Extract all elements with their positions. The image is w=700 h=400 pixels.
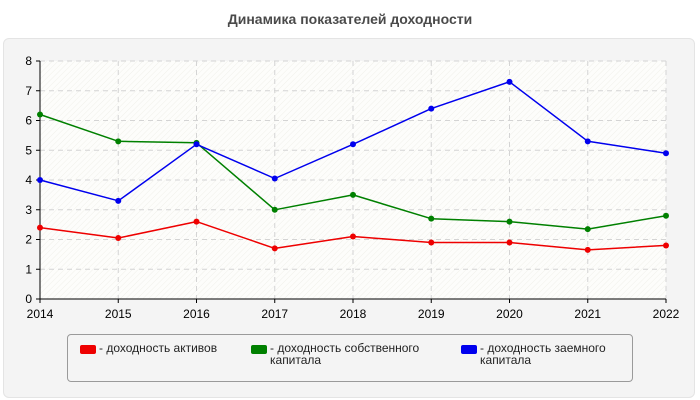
x-tick-label-0: 2014 xyxy=(27,307,54,321)
x-tick-label-1: 2015 xyxy=(105,307,132,321)
series-1-point-8 xyxy=(663,212,669,219)
series-0-point-4 xyxy=(350,233,356,240)
series-1-point-0 xyxy=(37,111,43,118)
series-0-point-6 xyxy=(506,239,513,246)
series-0-point-1 xyxy=(115,235,122,242)
series-1-point-1 xyxy=(115,138,122,145)
series-0-point-8 xyxy=(663,242,669,249)
series-2-point-3 xyxy=(271,175,278,182)
series-2-point-1 xyxy=(115,197,122,204)
y-tick-label-8: 8 xyxy=(25,54,32,68)
legend-label-equity: - доходность собственного капитала xyxy=(270,341,420,367)
y-tick-label-3: 3 xyxy=(25,203,32,217)
legend: - доходность активов - доходность собств… xyxy=(67,334,633,382)
series-1-point-5 xyxy=(428,215,435,222)
series-2-point-8 xyxy=(663,150,669,157)
series-0-point-0 xyxy=(37,224,43,231)
legend-item-assets: - доходность активов xyxy=(80,342,249,354)
series-0-point-3 xyxy=(271,245,278,252)
series-2-point-2 xyxy=(193,141,200,148)
legend-swatch-equity xyxy=(251,345,267,354)
y-tick-label-7: 7 xyxy=(25,84,32,98)
legend-item-equity: - доходность собственного капитала xyxy=(251,342,440,366)
y-tick-label-5: 5 xyxy=(25,143,32,157)
series-1-point-3 xyxy=(271,206,278,213)
series-2-point-7 xyxy=(584,138,591,145)
x-tick-label-8: 2022 xyxy=(653,307,680,321)
x-tick-label-4: 2018 xyxy=(340,307,367,321)
series-1-point-7 xyxy=(584,226,591,233)
legend-swatch-assets xyxy=(80,345,96,354)
legend-label-assets: - доходность активов xyxy=(99,341,218,355)
series-0-point-2 xyxy=(193,218,200,225)
y-tick-label-4: 4 xyxy=(25,173,32,187)
series-2-point-5 xyxy=(428,105,435,112)
y-tick-label-1: 1 xyxy=(25,262,32,276)
y-tick-label-2: 2 xyxy=(25,233,32,247)
series-2-point-0 xyxy=(37,177,43,183)
chart-title: Динамика показателей доходности xyxy=(227,11,473,27)
x-tick-label-2: 2016 xyxy=(183,307,210,321)
y-tick-label-6: 6 xyxy=(25,114,32,128)
y-tick-label-0: 0 xyxy=(25,292,32,306)
series-1-point-6 xyxy=(506,218,513,225)
series-2-point-6 xyxy=(506,78,513,85)
x-tick-label-7: 2021 xyxy=(574,307,601,321)
legend-swatch-debt xyxy=(461,345,477,354)
legend-label-debt: - доходность заемного капитала xyxy=(480,341,606,367)
x-tick-label-5: 2019 xyxy=(418,307,445,321)
series-2-point-4 xyxy=(350,141,356,148)
x-tick-label-3: 2017 xyxy=(261,307,288,321)
series-1-point-4 xyxy=(350,191,356,198)
x-tick-label-6: 2020 xyxy=(496,307,523,321)
legend-item-debt: - доходность заемного капитала xyxy=(461,342,630,366)
series-0-point-5 xyxy=(428,239,435,246)
series-0-point-7 xyxy=(584,246,591,253)
